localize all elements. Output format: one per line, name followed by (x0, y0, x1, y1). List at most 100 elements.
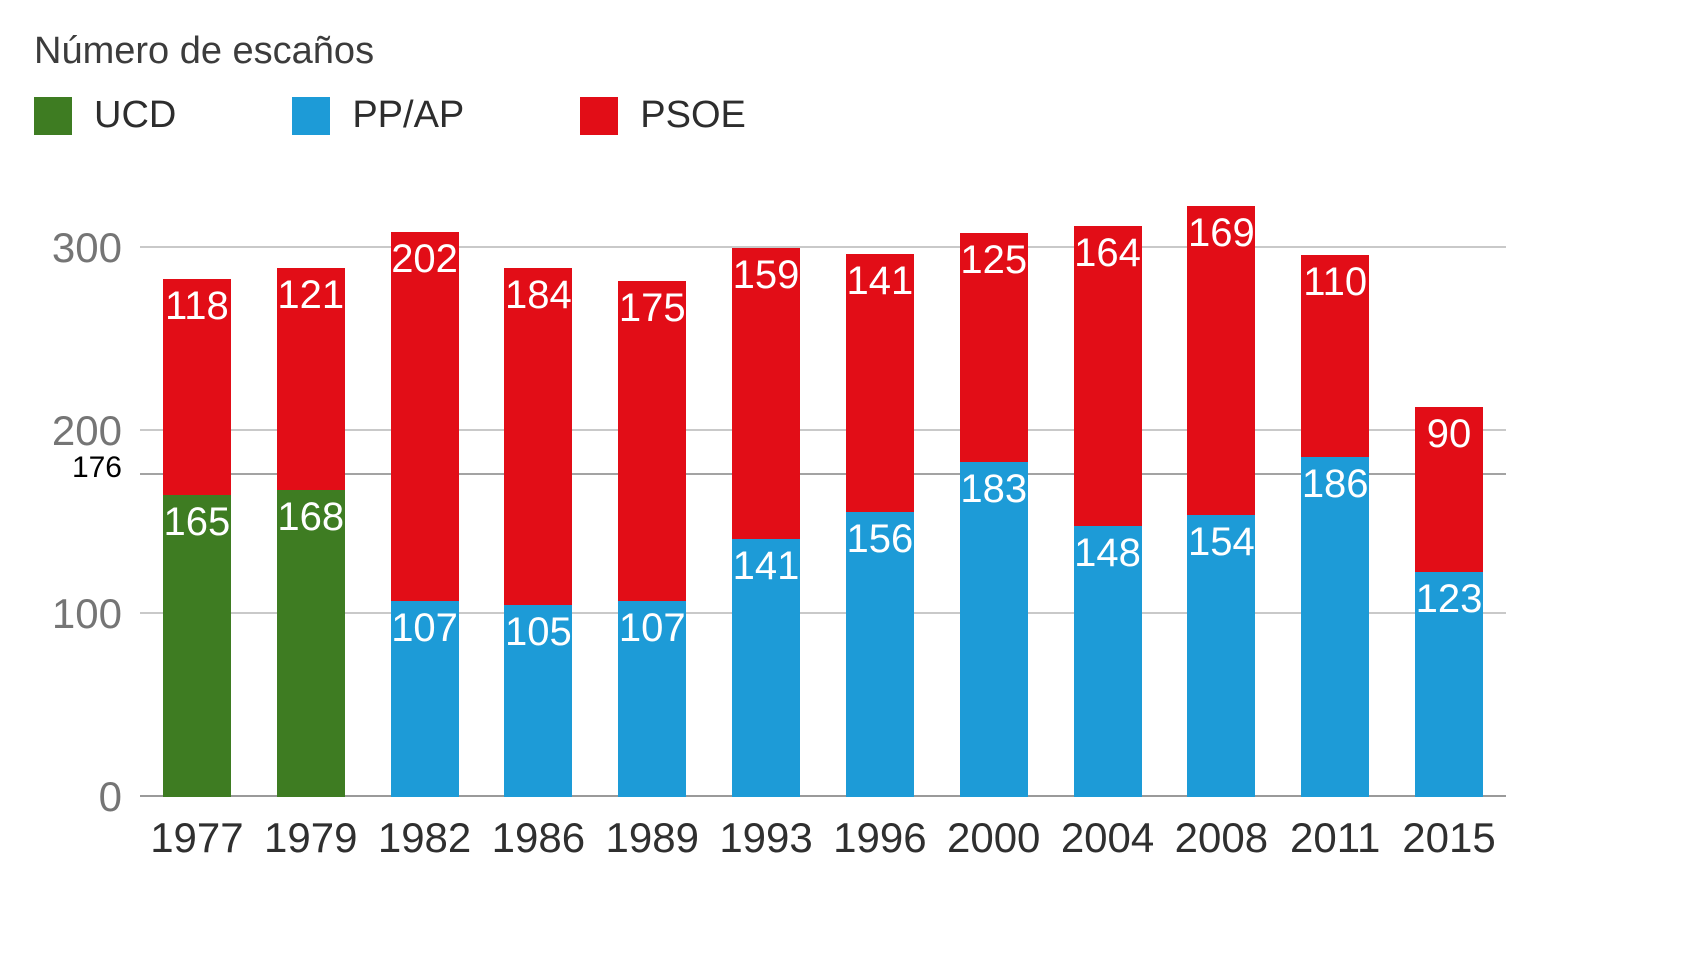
segment-pp-ap-1996: 156 (845, 511, 914, 797)
segment-psoe-1996: 141 (845, 253, 914, 512)
segment-psoe-2015: 90 (1415, 407, 1484, 572)
legend-label-pp-ap: PP/AP (352, 94, 465, 136)
majority-line (140, 472, 1506, 475)
value-label-psoe-1982: 202 (391, 236, 458, 281)
legend-swatch-pp-ap (292, 96, 331, 135)
segment-ucd-1979: 168 (276, 489, 345, 797)
bar-1986: 105 184 (504, 268, 573, 797)
segment-pp-ap-1982: 107 (390, 601, 459, 797)
y-tick-label-200: 200 (51, 407, 122, 454)
bar-slot-1993: 141 159 (709, 190, 823, 797)
x-tick-label-1986: 1986 (491, 814, 586, 861)
value-label-pp-ap-1996: 156 (846, 516, 914, 561)
value-label-psoe-1989: 175 (618, 285, 686, 330)
legend-item-pp-ap: PP/AP (292, 94, 464, 137)
bar-slot-2015: 123 90 (1392, 190, 1506, 797)
bar-1977: 165 118 (162, 279, 231, 797)
segment-psoe-2011: 110 (1301, 255, 1370, 457)
value-label-psoe-1986: 184 (505, 273, 572, 318)
legend: UCD PP/AP PSOE (34, 94, 746, 137)
x-tick-label-2004: 2004 (1060, 814, 1155, 861)
value-label-psoe-1996: 141 (846, 258, 914, 303)
gridline-0 (140, 795, 1506, 797)
bar-2000: 183 125 (959, 233, 1028, 797)
x-tick-label-1982: 1982 (377, 814, 472, 861)
bar-slot-1996: 156 141 (823, 190, 937, 797)
segment-psoe-1989: 175 (618, 280, 687, 602)
value-label-psoe-2008: 169 (1187, 210, 1255, 255)
segment-psoe-1986: 184 (504, 268, 573, 605)
segment-pp-ap-2004: 148 (1073, 526, 1142, 797)
segment-psoe-1993: 159 (732, 248, 801, 539)
bar-slot-1979: 168 121 (254, 190, 368, 797)
segment-pp-ap-2015: 123 (1415, 571, 1484, 797)
bar-2008: 154 169 (1187, 205, 1256, 797)
bar-slot-1986: 105 184 (481, 190, 595, 797)
bar-1993: 141 159 (732, 248, 801, 797)
segment-psoe-1982: 202 (390, 231, 459, 602)
majority-label: 176 (71, 450, 122, 484)
segment-psoe-2008: 169 (1187, 205, 1256, 516)
legend-item-psoe: PSOE (580, 94, 746, 137)
segment-pp-ap-1993: 141 (732, 538, 801, 797)
value-label-psoe-1977: 118 (165, 284, 229, 329)
y-axis-labels: 0 100 200 300 176 (0, 190, 122, 818)
value-label-psoe-2000: 125 (960, 238, 1028, 283)
value-label-psoe-1979: 121 (277, 273, 345, 318)
value-label-psoe-2015: 90 (1426, 412, 1472, 457)
bar-1979: 168 121 (276, 268, 345, 797)
x-tick-label-1977: 1977 (150, 814, 244, 861)
chart-title: Número de escaños (34, 30, 375, 72)
gridline-100 (140, 612, 1506, 614)
x-tick-label-1996: 1996 (833, 814, 927, 861)
value-label-psoe-1993: 159 (732, 253, 800, 298)
segment-pp-ap-2008: 154 (1187, 515, 1256, 797)
value-label-pp-ap-1993: 141 (732, 543, 800, 588)
legend-label-psoe: PSOE (640, 94, 746, 136)
legend-item-ucd: UCD (34, 94, 176, 137)
bars: 165 118 168 121 107 202 105 184 107 175 141 159 156 1… (140, 190, 1506, 797)
segment-psoe-2004: 164 (1073, 226, 1142, 527)
legend-swatch-ucd (34, 96, 72, 135)
segment-psoe-1977: 118 (162, 279, 231, 496)
x-axis-labels: 1977 1979 1982 1986 1989 1993 1996 2000 2004 2008… (140, 814, 1506, 862)
gridline-200 (140, 429, 1506, 431)
value-label-pp-ap-1989: 107 (618, 606, 686, 651)
x-tick-label-1989: 1989 (605, 814, 699, 861)
gridline-300 (140, 246, 1506, 248)
value-label-pp-ap-2011: 186 (1301, 461, 1369, 506)
chart-area: 0 100 200 300 176 165 118 168 121 107 202 105 184 10… (0, 190, 1706, 920)
x-tick-label-1993: 1993 (719, 814, 813, 861)
bar-2015: 123 90 (1415, 407, 1484, 797)
segment-pp-ap-1986: 105 (504, 604, 573, 797)
segment-pp-ap-1989: 107 (618, 601, 687, 797)
segment-pp-ap-2000: 183 (959, 462, 1028, 797)
bar-slot-1977: 165 118 (140, 190, 254, 797)
x-tick-label-2011: 2011 (1290, 814, 1381, 861)
value-label-psoe-2011: 110 (1303, 260, 1368, 305)
legend-label-ucd: UCD (94, 94, 177, 136)
legend-swatch-psoe (580, 96, 619, 135)
value-label-pp-ap-2008: 154 (1187, 520, 1255, 565)
bar-slot-2004: 148 164 (1051, 190, 1165, 797)
segment-psoe-1979: 121 (276, 268, 345, 490)
x-tick-label-2008: 2008 (1174, 814, 1269, 861)
value-label-pp-ap-2015: 123 (1415, 576, 1483, 621)
x-tick-label-1979: 1979 (264, 814, 358, 861)
value-label-psoe-2004: 164 (1074, 231, 1141, 276)
y-tick-label-0: 0 (98, 773, 122, 820)
bar-1982: 107 202 (390, 231, 459, 797)
bar-2004: 148 164 (1073, 226, 1142, 797)
value-label-pp-ap-1986: 105 (505, 609, 572, 654)
bar-1989: 107 175 (618, 280, 687, 797)
value-label-pp-ap-2000: 183 (960, 467, 1028, 512)
bar-1996: 156 141 (845, 253, 914, 797)
value-label-pp-ap-1982: 107 (391, 606, 458, 651)
segment-ucd-1977: 165 (162, 495, 231, 797)
value-label-pp-ap-2004: 148 (1074, 531, 1141, 576)
plot-grid: 165 118 168 121 107 202 105 184 107 175 141 159 156 1… (140, 190, 1506, 797)
x-tick-label-2015: 2015 (1402, 814, 1496, 861)
bar-slot-1982: 107 202 (368, 190, 482, 797)
segment-pp-ap-2011: 186 (1301, 456, 1370, 797)
